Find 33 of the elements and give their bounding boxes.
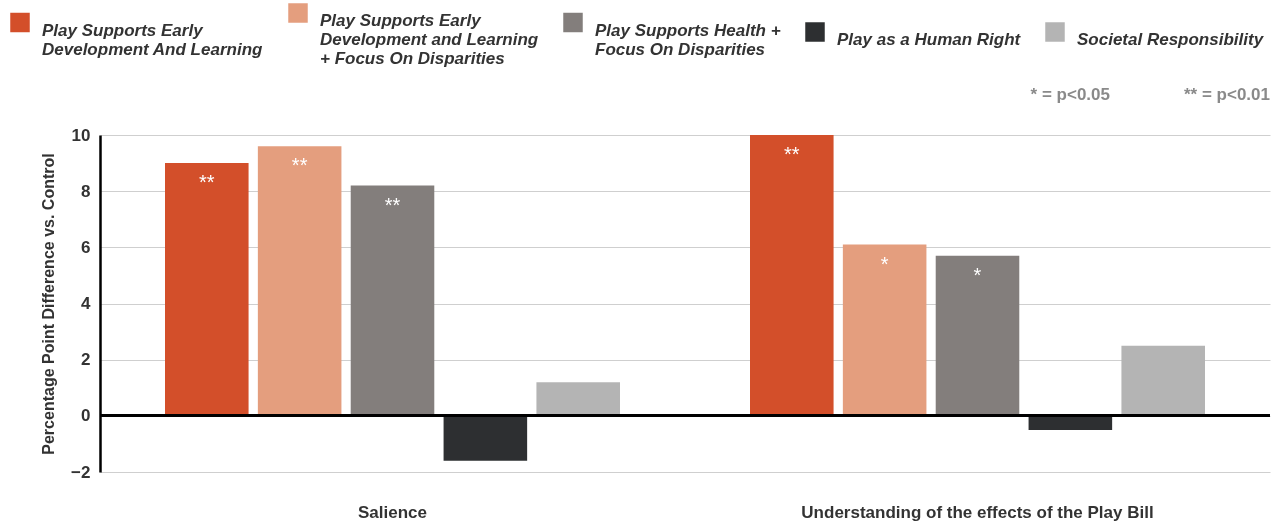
bar xyxy=(350,185,435,416)
y-tick-label: 2 xyxy=(81,350,91,370)
y-axis-title: Percentage Point Difference vs. Control xyxy=(40,153,58,455)
bar xyxy=(257,146,342,416)
legend-label: Societal Responsibility xyxy=(1077,30,1265,49)
bar xyxy=(443,415,528,461)
legend-label: Play as a Human Right xyxy=(837,30,1022,49)
y-tick-label: 10 xyxy=(71,125,91,145)
bar xyxy=(536,382,620,416)
bar xyxy=(1121,345,1205,416)
y-tick-label: 6 xyxy=(81,237,91,257)
y-tick-label: −2 xyxy=(71,462,91,482)
data-label: * xyxy=(880,252,889,275)
bar xyxy=(750,135,834,416)
legend-label: Play Supports Early Development And Learning xyxy=(42,20,264,59)
bar xyxy=(935,255,1020,416)
bar xyxy=(1028,415,1113,430)
y-tick-label: 8 xyxy=(81,181,91,201)
x-tick-label: Understanding of the effects of the Play Bill xyxy=(801,502,1154,521)
bar xyxy=(165,163,249,416)
bar xyxy=(842,244,927,416)
y-tick-label: 0 xyxy=(81,406,91,426)
y-tick-label: 4 xyxy=(81,294,92,313)
data-label: ** xyxy=(291,154,308,177)
data-label: ** xyxy=(384,193,401,216)
text: ** = p<0.01 xyxy=(1183,85,1270,104)
text: * = p<0.05 xyxy=(1030,85,1110,104)
data-label: ** xyxy=(784,143,800,165)
x-tick-label: Salience xyxy=(358,502,427,521)
data-label: * xyxy=(973,263,982,286)
data-label: ** xyxy=(199,171,215,194)
legend-label: Play Supports Early Development and Learning + Focus On Disparities xyxy=(320,11,539,68)
legend-label: Play Supports Health + Focus On Disparities xyxy=(595,20,781,59)
